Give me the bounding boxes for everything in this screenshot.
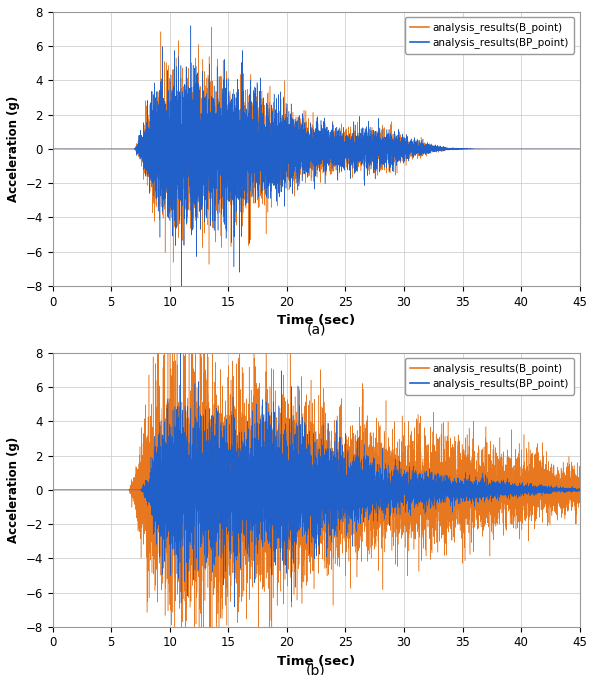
Legend: analysis_results(B_point), analysis_results(BP_point): analysis_results(B_point), analysis_resu… <box>405 17 574 53</box>
X-axis label: Time (sec): Time (sec) <box>277 655 355 668</box>
X-axis label: Time (sec): Time (sec) <box>277 314 355 327</box>
Legend: analysis_results(B_point), analysis_results(BP_point): analysis_results(B_point), analysis_resu… <box>405 358 574 394</box>
Text: (a): (a) <box>307 323 326 337</box>
Y-axis label: Acceleration (g): Acceleration (g) <box>7 437 20 543</box>
Y-axis label: Acceleration (g): Acceleration (g) <box>7 96 20 202</box>
Text: (b): (b) <box>307 664 326 675</box>
